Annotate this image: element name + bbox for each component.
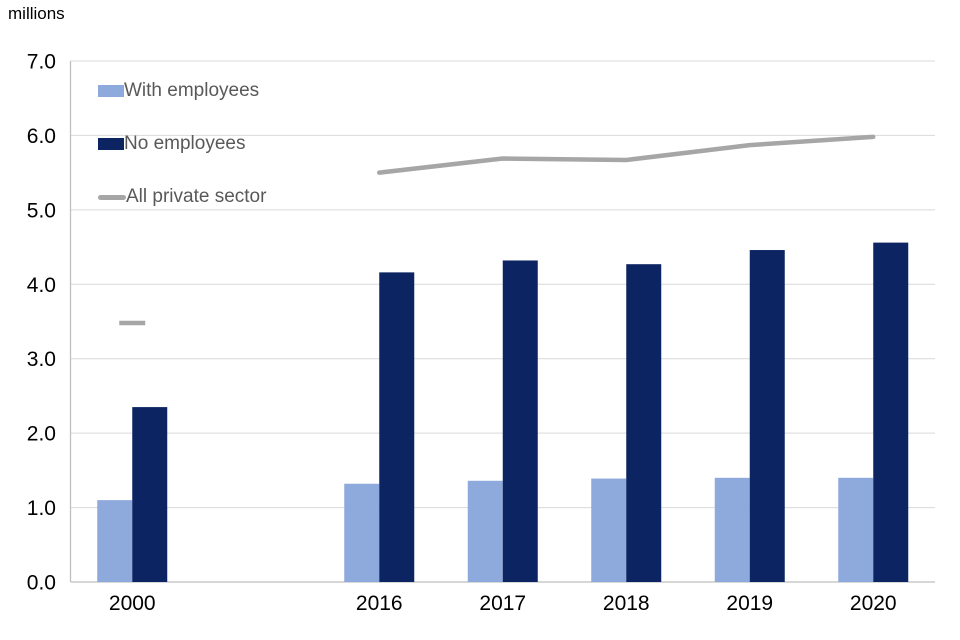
bar-with-employees-2019 — [714, 477, 750, 582]
legend: With employees No employees All private … — [98, 79, 266, 238]
legend-label-with-employees: With employees — [124, 80, 260, 101]
x-tick-label: 2017 — [479, 592, 526, 615]
bar-no-employees-2020 — [873, 242, 909, 582]
bar-with-employees-2000 — [97, 500, 133, 582]
y-tick-label: 2.0 — [27, 423, 56, 446]
trend-line-all-private-sector — [377, 134, 876, 175]
bar-no-employees-2016 — [379, 272, 415, 582]
bar-with-employees-2020 — [838, 477, 874, 582]
legend-swatch-with-employees — [98, 85, 124, 97]
y-axis-units-label: millions — [8, 4, 65, 23]
legend-item-with-employees: With employees — [98, 79, 266, 103]
y-tick-label: 6.0 — [27, 125, 56, 148]
bar-no-employees-2019 — [749, 250, 785, 582]
legend-swatch-no-employees — [98, 138, 124, 150]
y-tick-label: 5.0 — [27, 199, 56, 222]
y-tick-label: 4.0 — [27, 274, 56, 297]
y-tick-label: 0.0 — [27, 572, 56, 595]
bar-with-employees-2018 — [591, 478, 627, 582]
bar-no-employees-2018 — [626, 264, 662, 582]
bar-with-employees-2017 — [467, 480, 503, 582]
x-tick-label: 2016 — [356, 592, 403, 615]
legend-label-all-private-sector: All private sector — [126, 186, 267, 207]
bar-no-employees-2017 — [502, 260, 538, 582]
y-tick-label: 1.0 — [27, 497, 56, 520]
legend-line-marker-all-private-sector — [98, 194, 126, 200]
x-tick-label: 2000 — [109, 592, 156, 615]
legend-label-no-employees: No employees — [124, 133, 246, 154]
y-tick-label: 7.0 — [27, 51, 56, 74]
x-tick-label: 2019 — [726, 592, 773, 615]
bar-with-employees-2016 — [344, 483, 380, 582]
y-tick-label: 3.0 — [27, 348, 56, 371]
x-tick-label: 2020 — [850, 592, 897, 615]
legend-item-all-private-sector: All private sector — [98, 185, 266, 209]
legend-item-no-employees: No employees — [98, 132, 266, 156]
bar-no-employees-2000 — [132, 407, 168, 582]
x-tick-label: 2018 — [603, 592, 650, 615]
